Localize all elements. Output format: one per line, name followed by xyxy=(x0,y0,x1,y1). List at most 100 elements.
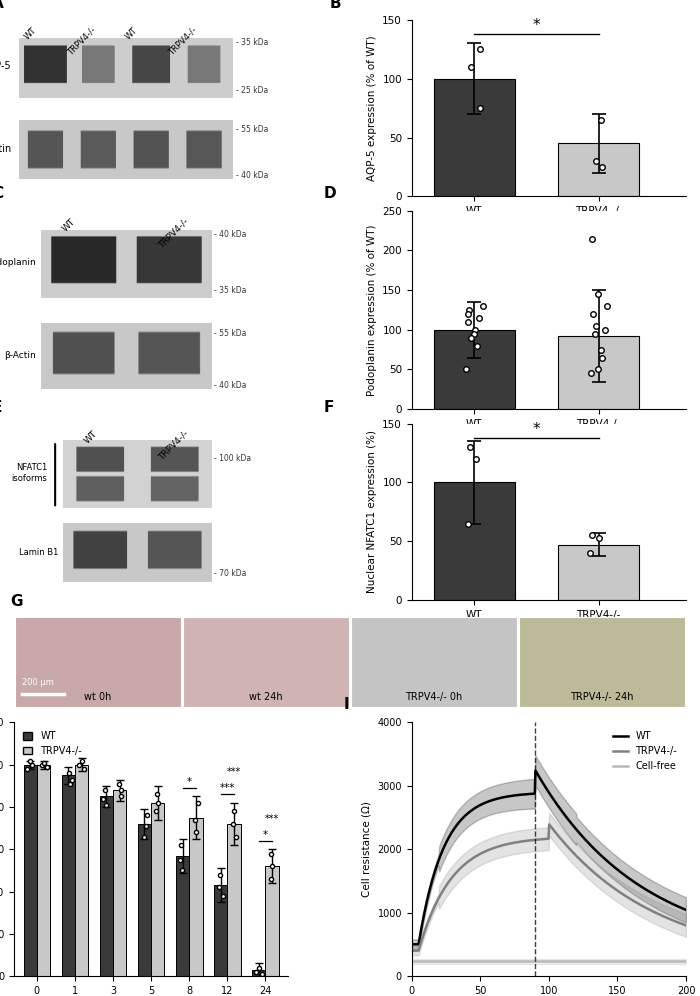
Text: E: E xyxy=(0,399,2,414)
WT xyxy=(497,792,505,804)
TRPV4-/- xyxy=(545,819,554,831)
TRPV4-/- xyxy=(497,840,505,852)
Text: ***: *** xyxy=(265,814,279,824)
Text: Lamin B1: Lamin B1 xyxy=(18,548,58,557)
Text: F: F xyxy=(324,399,335,414)
Text: *: * xyxy=(533,421,540,436)
Text: *: * xyxy=(187,777,192,787)
Text: TRPV4-/- 0h: TRPV4-/- 0h xyxy=(405,692,463,702)
Bar xyxy=(62,775,75,976)
Y-axis label: AQP-5 expression (% of WT): AQP-5 expression (% of WT) xyxy=(367,35,377,181)
Bar xyxy=(433,330,514,409)
Cell-free xyxy=(607,955,615,967)
Text: - 40 kDa: - 40 kDa xyxy=(214,230,246,239)
FancyBboxPatch shape xyxy=(351,618,517,707)
Legend: WT, TRPV4-/-: WT, TRPV4-/- xyxy=(19,727,86,760)
Bar xyxy=(265,867,279,976)
Text: WT: WT xyxy=(61,217,77,233)
Bar xyxy=(24,765,37,976)
Text: B: B xyxy=(330,0,341,11)
Cell-free xyxy=(580,955,589,967)
WT xyxy=(581,834,589,846)
Bar xyxy=(138,824,151,976)
Text: WT: WT xyxy=(22,25,38,41)
WT xyxy=(516,789,524,801)
Legend: WT, TRPV4-/-, Cell-free: WT, TRPV4-/-, Cell-free xyxy=(609,727,681,775)
Text: TRPV4-/-: TRPV4-/- xyxy=(65,25,97,57)
Text: 200 μm: 200 μm xyxy=(22,677,54,686)
Y-axis label: Cell resistance (Ω): Cell resistance (Ω) xyxy=(362,802,372,897)
Text: Podoplanin: Podoplanin xyxy=(0,258,36,267)
WT xyxy=(608,859,616,871)
Line: TRPV4-/-: TRPV4-/- xyxy=(412,825,686,951)
Bar xyxy=(151,803,164,976)
WT xyxy=(682,904,690,916)
Text: TRPV4-/-: TRPV4-/- xyxy=(167,25,199,57)
WT xyxy=(407,938,416,950)
Text: - 70 kDa: - 70 kDa xyxy=(214,569,246,578)
Text: I: I xyxy=(343,697,349,712)
Bar xyxy=(433,79,514,196)
TRPV4-/- xyxy=(682,919,690,931)
Bar xyxy=(99,797,113,976)
Text: - 40 kDa: - 40 kDa xyxy=(236,170,269,179)
Bar xyxy=(214,885,228,976)
Text: β-Actin: β-Actin xyxy=(0,143,11,153)
Bar xyxy=(75,765,88,976)
FancyBboxPatch shape xyxy=(15,618,181,707)
Cell-free xyxy=(516,955,524,967)
Bar xyxy=(252,970,265,976)
Text: - 55 kDa: - 55 kDa xyxy=(236,124,269,133)
Text: G: G xyxy=(10,594,23,609)
Line: WT: WT xyxy=(412,771,686,944)
TRPV4-/- xyxy=(407,945,416,957)
Bar xyxy=(176,856,189,976)
Text: *: * xyxy=(533,18,540,33)
Text: - 35 kDa: - 35 kDa xyxy=(214,286,246,295)
Text: ***: *** xyxy=(220,783,235,793)
Text: wt 0h: wt 0h xyxy=(84,692,112,702)
WT xyxy=(440,840,449,852)
Y-axis label: Nuclear NFATC1 expression (%): Nuclear NFATC1 expression (%) xyxy=(367,430,377,594)
Text: A: A xyxy=(0,0,4,11)
Text: TRPV4-/- 24h: TRPV4-/- 24h xyxy=(570,692,634,702)
Bar xyxy=(113,790,127,976)
Bar xyxy=(37,765,50,976)
Bar xyxy=(558,337,639,409)
FancyBboxPatch shape xyxy=(183,618,349,707)
Text: - 55 kDa: - 55 kDa xyxy=(214,330,246,339)
Bar xyxy=(228,824,241,976)
Text: NFATC1
isoforms: NFATC1 isoforms xyxy=(11,463,47,483)
Text: WT: WT xyxy=(83,429,99,445)
Text: - 40 kDa: - 40 kDa xyxy=(214,380,246,389)
Cell-free xyxy=(606,955,614,967)
Text: - 100 kDa: - 100 kDa xyxy=(214,454,251,463)
Bar xyxy=(558,545,639,600)
FancyBboxPatch shape xyxy=(519,618,685,707)
TRPV4-/- xyxy=(516,836,524,848)
Text: wt 24h: wt 24h xyxy=(249,692,283,702)
Bar xyxy=(558,143,639,196)
TRPV4-/- xyxy=(440,881,449,893)
TRPV4-/- xyxy=(608,880,616,892)
Text: β-Actin: β-Actin xyxy=(4,352,36,361)
Text: AQP-5: AQP-5 xyxy=(0,61,11,71)
Text: - 35 kDa: - 35 kDa xyxy=(236,39,269,48)
TRPV4-/- xyxy=(581,859,589,871)
WT xyxy=(531,765,540,777)
Cell-free xyxy=(407,955,416,967)
Y-axis label: Podoplanin expression (% of WT): Podoplanin expression (% of WT) xyxy=(367,224,377,395)
Bar xyxy=(189,818,202,976)
TRPV4-/- xyxy=(606,879,615,891)
Bar xyxy=(433,482,514,600)
WT xyxy=(606,858,615,870)
Cell-free xyxy=(682,955,690,967)
Text: *: * xyxy=(263,830,268,840)
Text: TRPV4-/-: TRPV4-/- xyxy=(156,429,190,462)
Text: - 25 kDa: - 25 kDa xyxy=(236,86,268,95)
Text: C: C xyxy=(0,186,4,201)
Text: TRPV4-/-: TRPV4-/- xyxy=(156,217,190,250)
Cell-free xyxy=(440,955,449,967)
Text: D: D xyxy=(324,186,337,201)
Text: ***: *** xyxy=(227,768,241,778)
